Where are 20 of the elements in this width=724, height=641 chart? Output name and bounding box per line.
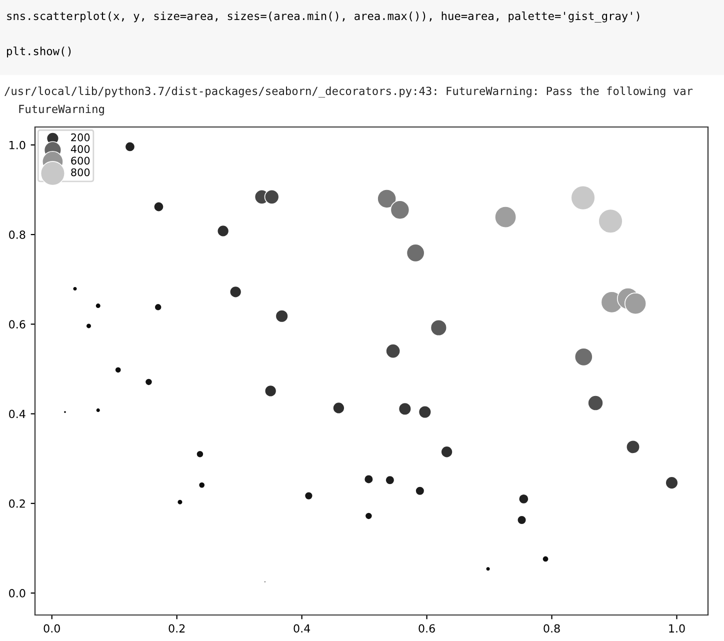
y-tick-label: 1.0 [10, 140, 26, 150]
text: plt.show() [7, 46, 71, 58]
y-tick-label: 0.0 [9, 589, 26, 598]
x-tick-label: 0.6 [418, 624, 435, 633]
x-tick-label: 0.2 [168, 624, 185, 633]
y-tick-label: 0.4 [9, 410, 26, 418]
y-tick-label: 0.6 [9, 320, 26, 329]
text: sns.scatterplot(x, y, size=area, sizes=(area.min(), area.max()), hue=area, palette='gist_gray') [7, 11, 640, 23]
text: FutureWarning [19, 104, 104, 116]
y-tick-label: 0.8 [9, 230, 26, 239]
legend-label: 400 [70, 145, 90, 153]
x-tick-label: 0.0 [44, 624, 60, 633]
x-tick-label: 0.4 [294, 624, 310, 633]
legend-label: 200 [71, 133, 90, 142]
x-tick-label: 1.0 [669, 624, 685, 633]
legend-label: 800 [71, 168, 90, 176]
y-tick-label: 0.2 [9, 499, 25, 508]
x-tick-label: 0.8 [544, 624, 560, 633]
text: /usr/local/lib/python3.7/dist-packages/seaborn/_decorators.py:43: FutureWarning: Pass the following var [4, 86, 693, 98]
legend-label: 600 [71, 156, 90, 165]
